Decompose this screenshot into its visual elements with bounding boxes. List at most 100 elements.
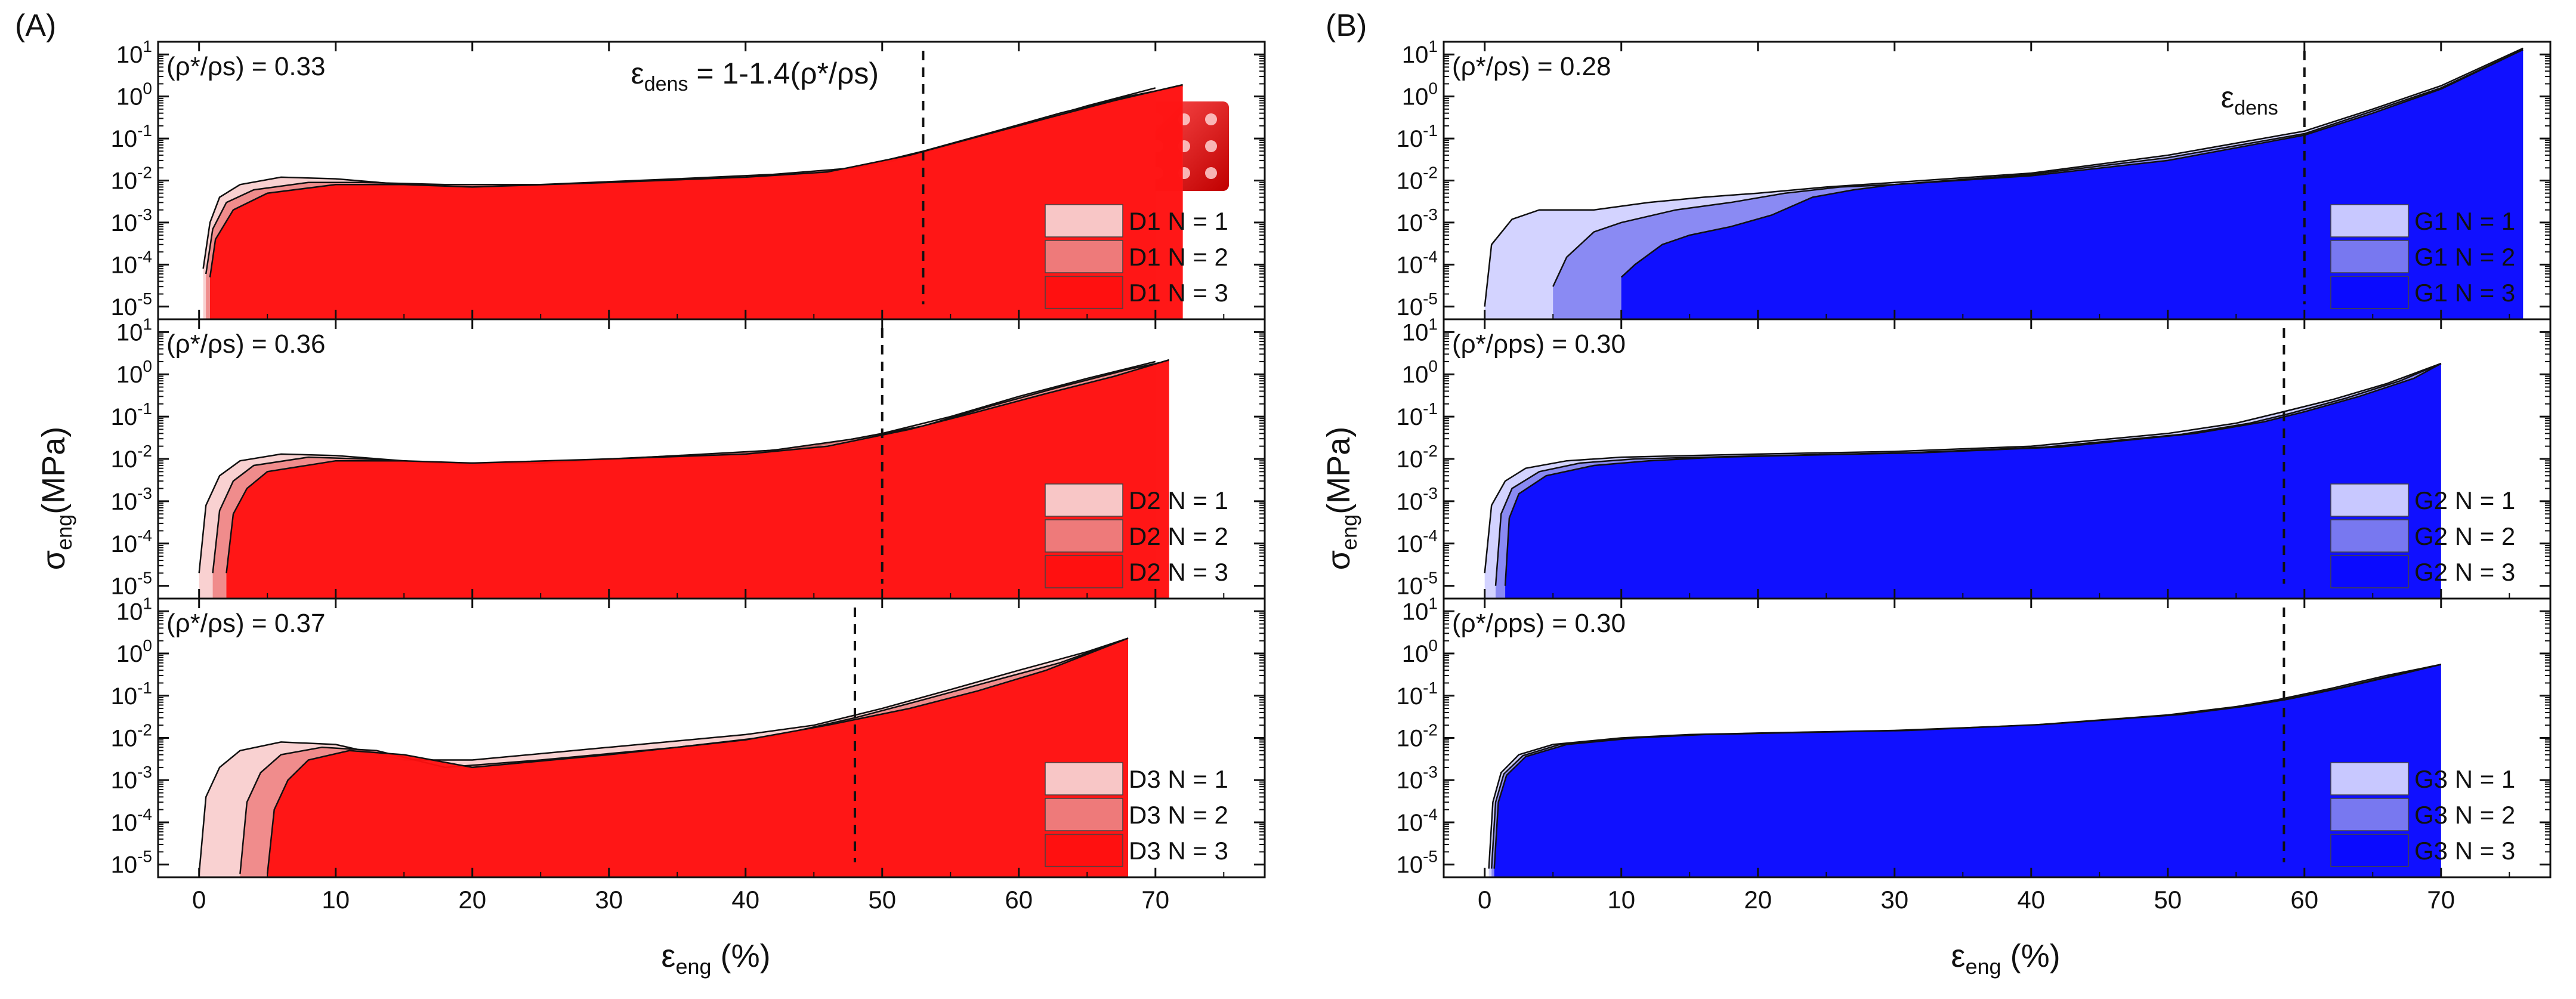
density-label: (ρ*/ρs) = 0.28: [1452, 52, 1611, 81]
legend-swatch-2: [2330, 798, 2409, 831]
x-tick-label: 40: [2017, 886, 2045, 914]
legend-label-1: D3 N = 1: [1129, 765, 1228, 793]
legend-swatch-1: [1045, 483, 1123, 517]
y-tick-label: 101: [116, 37, 152, 68]
y-axis-unit: (MPa): [36, 427, 72, 514]
y-tick-label: 10-2: [111, 721, 152, 752]
y-tick-label: 10-3: [111, 763, 152, 794]
panel-label-a: (A): [15, 8, 56, 43]
legend-label-3: G2 N = 3: [2414, 558, 2515, 586]
x-axis-title-b: εeng (%): [1951, 938, 2060, 979]
legend-label-3: D2 N = 3: [1129, 558, 1228, 586]
y-tick-label: 10-5: [111, 569, 152, 600]
legend-label-1: G2 N = 1: [2414, 486, 2515, 514]
subplot-2: 10-5 10-4 10-3 10-2 10-1 100 101 (ρ*/ρs) = 0.36…: [111, 314, 1266, 600]
legend-swatch-2: [1045, 240, 1123, 273]
y-tick-label: 10-5: [111, 847, 152, 878]
y-tick-label: 101: [1402, 314, 1438, 346]
legend-swatch-2: [1045, 798, 1123, 831]
y-tick-label: 10-3: [1397, 763, 1438, 794]
y-tick-label: 10-3: [1397, 484, 1438, 515]
x-tick-label: 20: [458, 886, 486, 914]
series-line-1: [198, 637, 1129, 874]
y-tick-label: 101: [1402, 594, 1438, 625]
series-line-3: [266, 637, 1129, 874]
y-axis-title-a: σeng(MPa): [36, 427, 76, 570]
y-tick-label: 10-1: [1397, 121, 1438, 152]
density-label: (ρ*/ρs) = 0.36: [166, 329, 326, 359]
legend-swatch-3: [1045, 276, 1123, 309]
x-tick-label: 70: [2427, 886, 2455, 914]
legend-swatch-3: [1045, 555, 1123, 588]
subplot-4: 10-5 10-4 10-3 10-2 10-1 100 101 (ρ*/ρs) = 0.28…: [1397, 37, 2552, 320]
legend-swatch-3: [2330, 834, 2409, 867]
y-tick-label: 101: [116, 314, 152, 346]
legend-label-1: G1 N = 1: [2414, 207, 2515, 235]
y-tick-label: 10-4: [111, 805, 152, 836]
legend-swatch-3: [1045, 834, 1123, 867]
densification-annotation: εdens: [2221, 81, 2278, 119]
legend-swatch-3: [2330, 555, 2409, 588]
legend-swatch-1: [2330, 204, 2409, 238]
y-tick-label: 10-3: [111, 484, 152, 515]
y-tick-label: 10-3: [1397, 205, 1438, 236]
x-tick-label: 30: [595, 886, 623, 914]
y-tick-label: 100: [116, 79, 152, 110]
subplot-1: 10-5 10-4 10-3 10-2 10-1 100 101 (ρ*/ρs) = 0.33…: [111, 37, 1266, 320]
density-label: (ρ*/ρs) = 0.37: [166, 609, 326, 638]
x-tick-label: 40: [731, 886, 759, 914]
x-axis-title-a: εeng (%): [661, 938, 770, 979]
legend-label-2: G1 N = 2: [2414, 243, 2515, 271]
x-axis-sub: eng: [1966, 954, 2002, 979]
legend-label-1: D1 N = 1: [1129, 207, 1228, 235]
y-tick-label: 10-2: [1397, 164, 1438, 195]
legend-swatch-2: [2330, 240, 2409, 273]
y-axis-title-b: σeng(MPa): [1321, 427, 1361, 570]
y-tick-label: 10-4: [1397, 526, 1438, 557]
y-tick-label: 10-5: [1397, 569, 1438, 600]
panel-label-b: (B): [1326, 8, 1367, 43]
y-tick-label: 10-2: [111, 164, 152, 195]
y-tick-label: 10-1: [111, 121, 152, 152]
legend-swatch-1: [1045, 204, 1123, 238]
legend-swatch-1: [2330, 483, 2409, 517]
legend-swatch-2: [1045, 519, 1123, 553]
series-line-3: [209, 84, 1183, 278]
y-tick-label: 10-4: [1397, 805, 1438, 836]
y-tick-label: 10-4: [1397, 247, 1438, 278]
x-tick-label: 30: [1880, 886, 1908, 914]
y-tick-label: 10-1: [111, 679, 152, 710]
legend-swatch-1: [2330, 762, 2409, 796]
y-axis-sub: eng: [52, 514, 76, 550]
series-area-3: [1621, 50, 2524, 319]
series-line-3: [1493, 664, 2442, 869]
series-line-2: [239, 637, 1129, 874]
series-area-3: [267, 638, 1129, 877]
x-tick-label: 0: [192, 886, 206, 914]
y-axis-sigma: σ: [1321, 550, 1357, 570]
x-tick-label: 10: [1607, 886, 1635, 914]
legend-label-3: G1 N = 3: [2414, 279, 2515, 307]
subplot-5: 10-5 10-4 10-3 10-2 10-1 100 101 (ρ*/ρps) = 0.3…: [1397, 314, 2552, 600]
series-line-1: [1484, 362, 2442, 574]
series-area-3: [1494, 664, 2441, 877]
densification-annotation: εdens = 1-1.4(ρ*/ρs): [631, 57, 879, 95]
y-tick-label: 10-5: [111, 289, 152, 320]
x-axis-unit: (%): [2002, 938, 2061, 974]
y-axis-sigma: σ: [36, 550, 72, 570]
y-tick-label: 10-1: [1397, 679, 1438, 710]
legend-swatch-1: [1045, 762, 1123, 796]
y-tick-label: 100: [1402, 357, 1438, 388]
x-tick-label: 60: [1005, 886, 1033, 914]
series-line-3: [1620, 49, 2524, 278]
x-tick-label: 0: [1478, 886, 1491, 914]
y-tick-label: 101: [116, 594, 152, 625]
y-tick-label: 10-2: [1397, 442, 1438, 473]
legend-swatch-3: [2330, 276, 2409, 309]
density-label: (ρ*/ρps) = 0.30: [1452, 609, 1626, 638]
x-tick-label: 50: [868, 886, 896, 914]
legend-swatch-2: [2330, 519, 2409, 553]
